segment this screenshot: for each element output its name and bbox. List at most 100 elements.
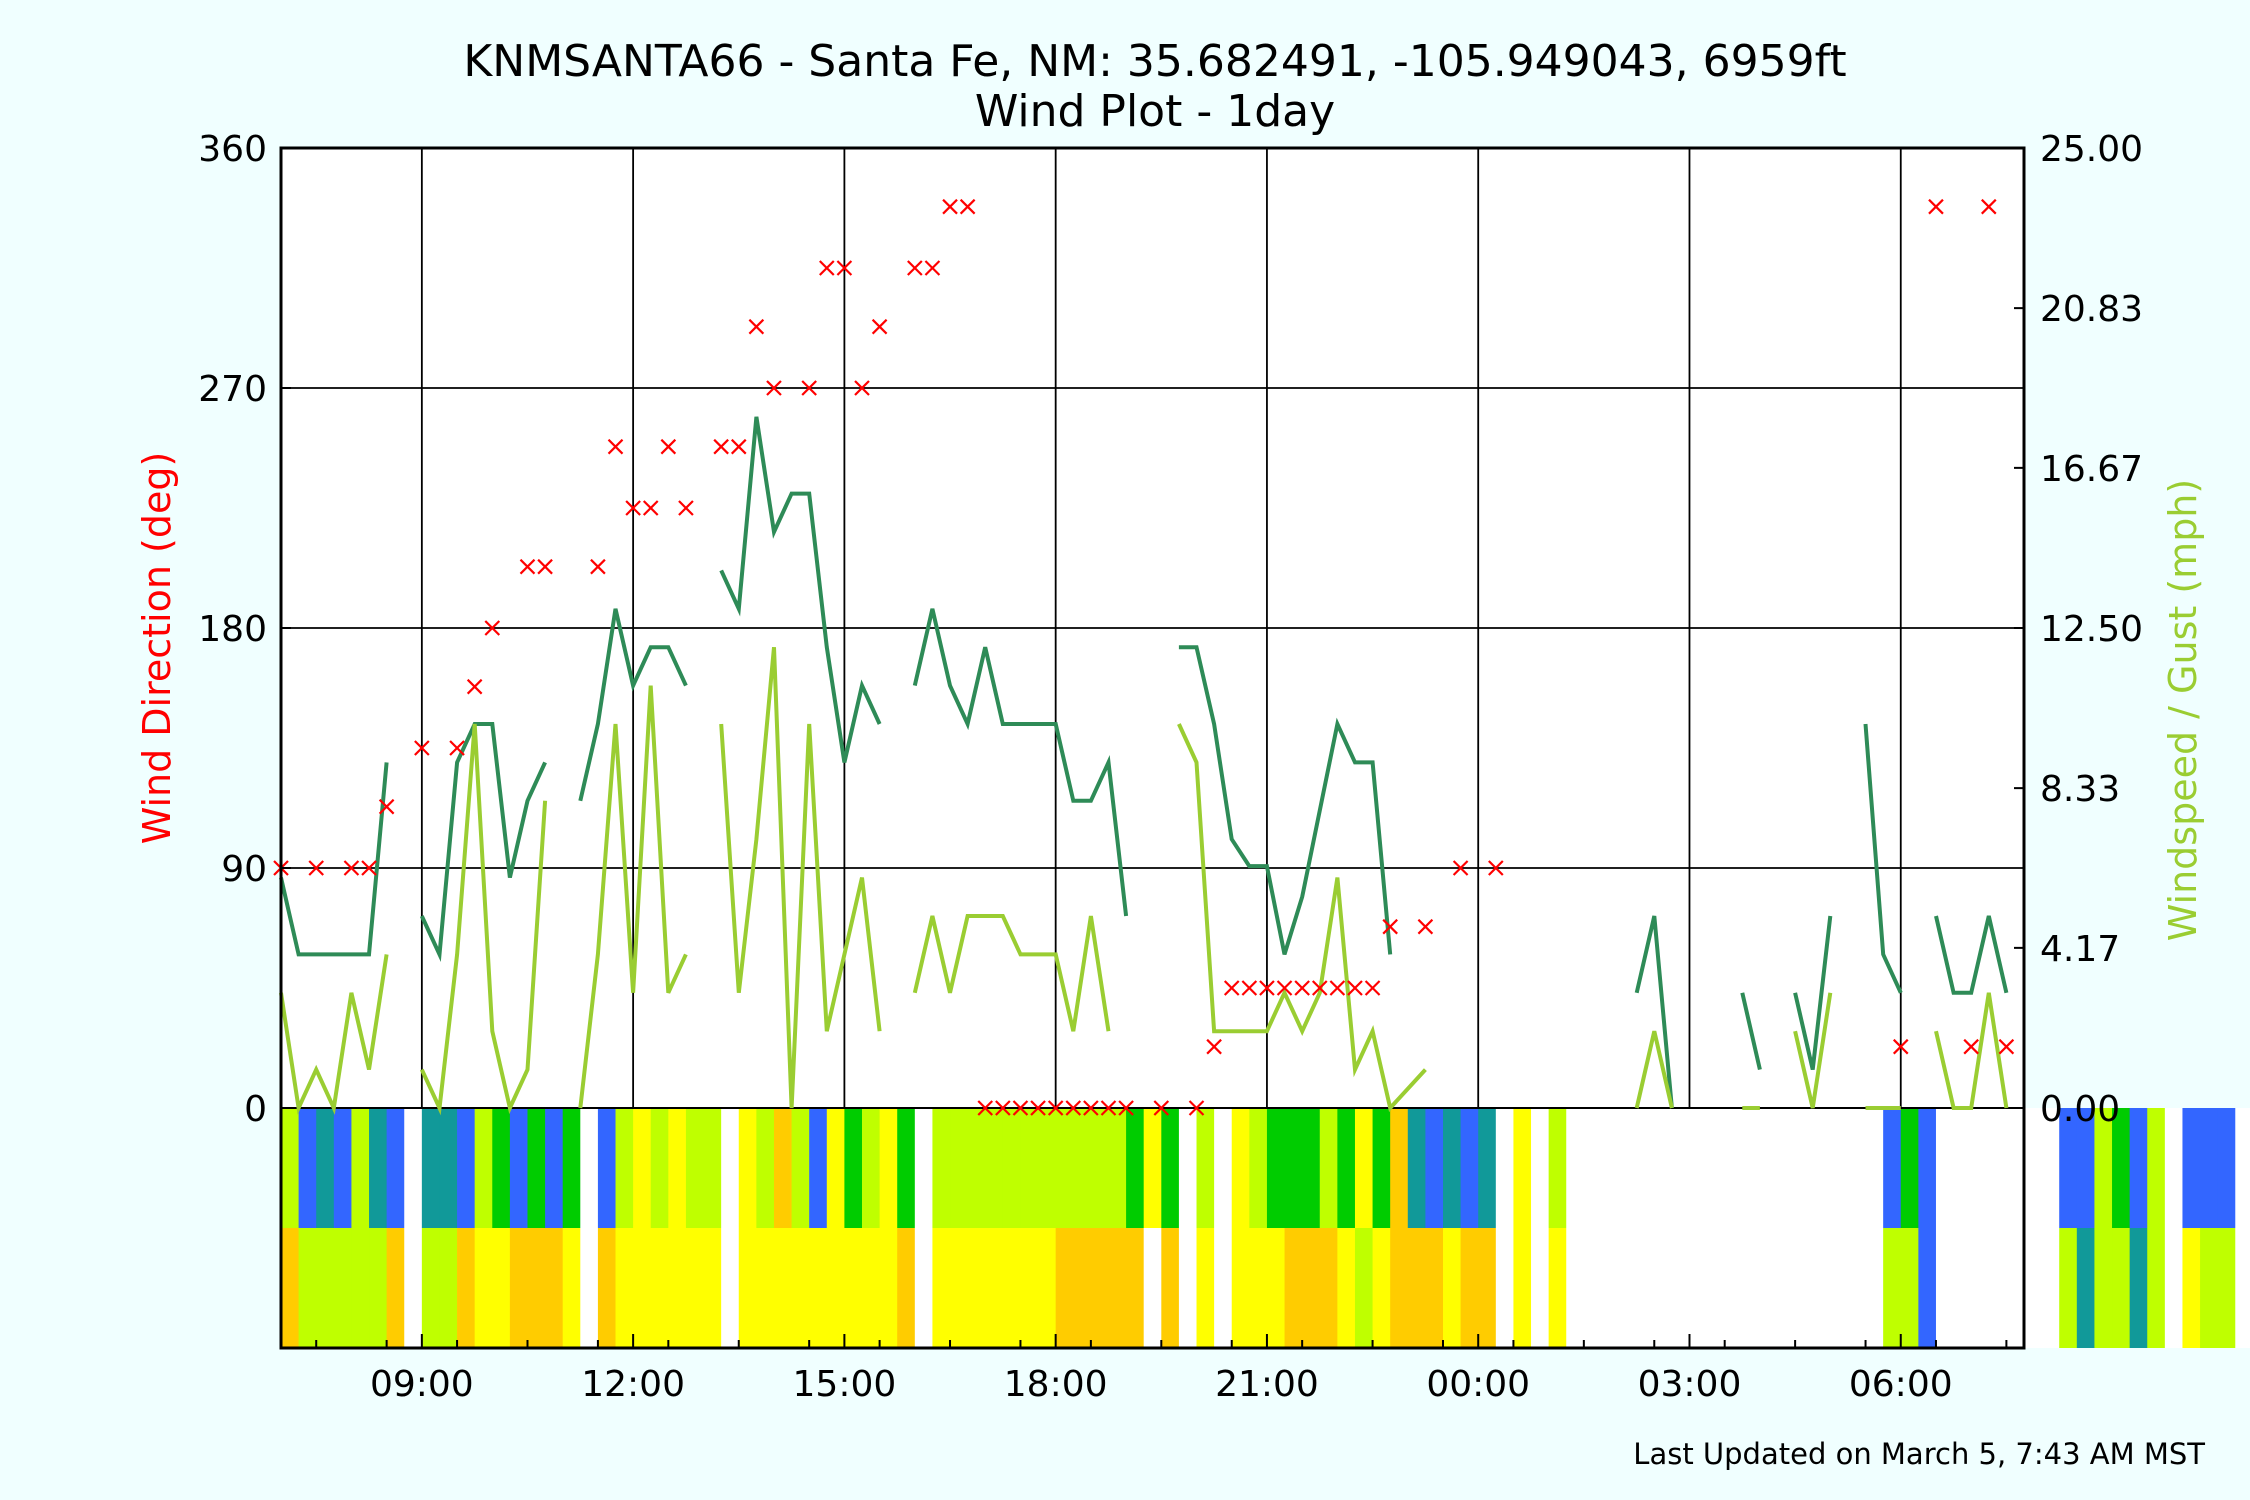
footer-updated: Last Updated on March 5, 7:43 AM MST [1633,1437,2205,1471]
upper-bar-cell [1319,1108,1338,1228]
upper-bar-cell [791,1108,810,1228]
right-tick-label: 12.50 [2040,609,2143,650]
direction-marker [1118,1100,1134,1116]
upper-bar-cell [950,1108,969,1228]
direction-marker [819,260,835,276]
upper-bar-cell [1108,1108,1127,1228]
upper-bar-cell [2217,1108,2236,1228]
direction-marker-stroke [1065,1100,1082,1116]
lower-bar-cell [1108,1228,1127,1348]
direction-marker-stroke [1452,860,1469,876]
lower-bar-cell [1161,1228,1180,1348]
windspeed-line-segment [279,762,389,957]
direction-marker-stroke [642,500,659,516]
lower-bar-cell [1548,1228,1567,1348]
lower-bar-cell [1619,1228,1638,1348]
lower-bar-cell [773,1228,793,1348]
lower-bar-cell [1935,1228,1955,1348]
lower-bar-cell [1425,1228,1444,1348]
direction-marker [1488,860,1504,876]
left-tick-label: 270 [198,369,267,410]
chart-title: KNMSANTA66 - Santa Fe, NM: 35.682491, -1… [463,36,1846,87]
upper-bar-cell [1407,1108,1426,1228]
upper-bar-cell [1214,1108,1233,1228]
lower-bar-cell [1689,1228,1708,1348]
direction-marker [1452,860,1469,876]
direction-marker-stroke [1276,980,1293,996]
lower-bar-cell [1284,1228,1303,1348]
upper-bar-cell [633,1108,652,1228]
upper-bar-cell [1971,1108,1990,1228]
lower-bar-cell [386,1228,405,1348]
upper-bar-cell [1090,1108,1110,1228]
right-tick-label: 20.83 [2040,289,2143,330]
direction-marker [1382,918,1398,935]
upper-bar-cell [668,1108,687,1228]
upper-bar-cell [1583,1108,1603,1228]
upper-bar-cell [1372,1108,1391,1228]
left-tick-label: 90 [221,849,267,890]
direction-marker-stroke [1294,980,1310,996]
upper-bar-cell [773,1108,793,1228]
direction-marker-stroke [466,678,483,695]
lower-bar-cell [2164,1228,2184,1348]
upper-bar-cell [1707,1108,1726,1228]
upper-bar-cell [862,1108,881,1228]
upper-bar-cell [1777,1108,1796,1228]
upper-bar-cell [2059,1108,2078,1228]
lower-bar-cell [1372,1228,1391,1348]
upper-bar-cell [2147,1108,2166,1228]
direction-marker-stroke [924,260,941,276]
direction-marker-stroke [854,380,870,396]
x-tick-label: 03:00 [1638,1364,1742,1405]
direction-marker-stroke [1892,1038,1909,1055]
direction-marker-stroke [1311,980,1328,996]
upper-bar-cell [580,1108,599,1228]
lower-bar-cell [809,1228,828,1348]
upper-bar-cell [2164,1108,2184,1228]
windspeed-line-segment [1178,645,1393,955]
windspeed-line-segment [1177,723,1427,1113]
upper-bar-cell [1883,1108,1902,1228]
lower-bar-cell [2200,1228,2219,1348]
upper-bar-cell [2006,1108,2025,1228]
direction-marker-stroke [1100,1100,1117,1116]
lower-bar-cell [1636,1228,1655,1348]
direction-marker [1311,980,1328,996]
lower-bar-cell [527,1228,546,1348]
upper-bar-cell [1988,1108,2007,1228]
lower-bar-cell [985,1228,1004,1348]
direction-marker-stroke [343,860,360,876]
direction-marker [871,318,888,335]
upper-bar-cell [1390,1108,1409,1228]
lower-bar-cell [685,1228,705,1348]
direction-marker [1294,980,1310,996]
upper-bar-cell [826,1108,845,1228]
upper-bar-cell [1266,1108,1286,1228]
lower-bar-cell [1495,1228,1515,1348]
lower-bar-cell [333,1228,353,1348]
lower-bar-cell [1407,1228,1426,1348]
upper-bar-cell [1513,1108,1532,1228]
upper-bar-cell [351,1108,370,1228]
upper-bar-cell [1302,1108,1321,1228]
windspeed-line-segment [1793,992,1833,1109]
upper-bar-cell [1443,1108,1462,1228]
upper-bar-cell [967,1108,986,1228]
lower-bar-cell [1900,1228,1919,1348]
right-tick-label: 4.17 [2040,929,2120,970]
upper-bar-cell [2112,1108,2131,1228]
direction-marker-stroke [607,438,624,455]
lower-bar-cell [914,1228,934,1348]
upper-bar-cell [597,1108,617,1228]
lower-bar-cell [1090,1228,1110,1348]
lower-bar-cell [1654,1228,1673,1348]
direction-marker [1347,980,1363,996]
windspeed-line-segment [578,685,688,1109]
lower-bar-cell [1830,1228,1849,1348]
lower-bar-cell [791,1228,810,1348]
direction-marker-stroke [959,198,976,215]
upper-bar-cell [492,1108,511,1228]
direction-marker-stroke [1188,1100,1205,1116]
upper-bar-cell [2094,1108,2113,1228]
